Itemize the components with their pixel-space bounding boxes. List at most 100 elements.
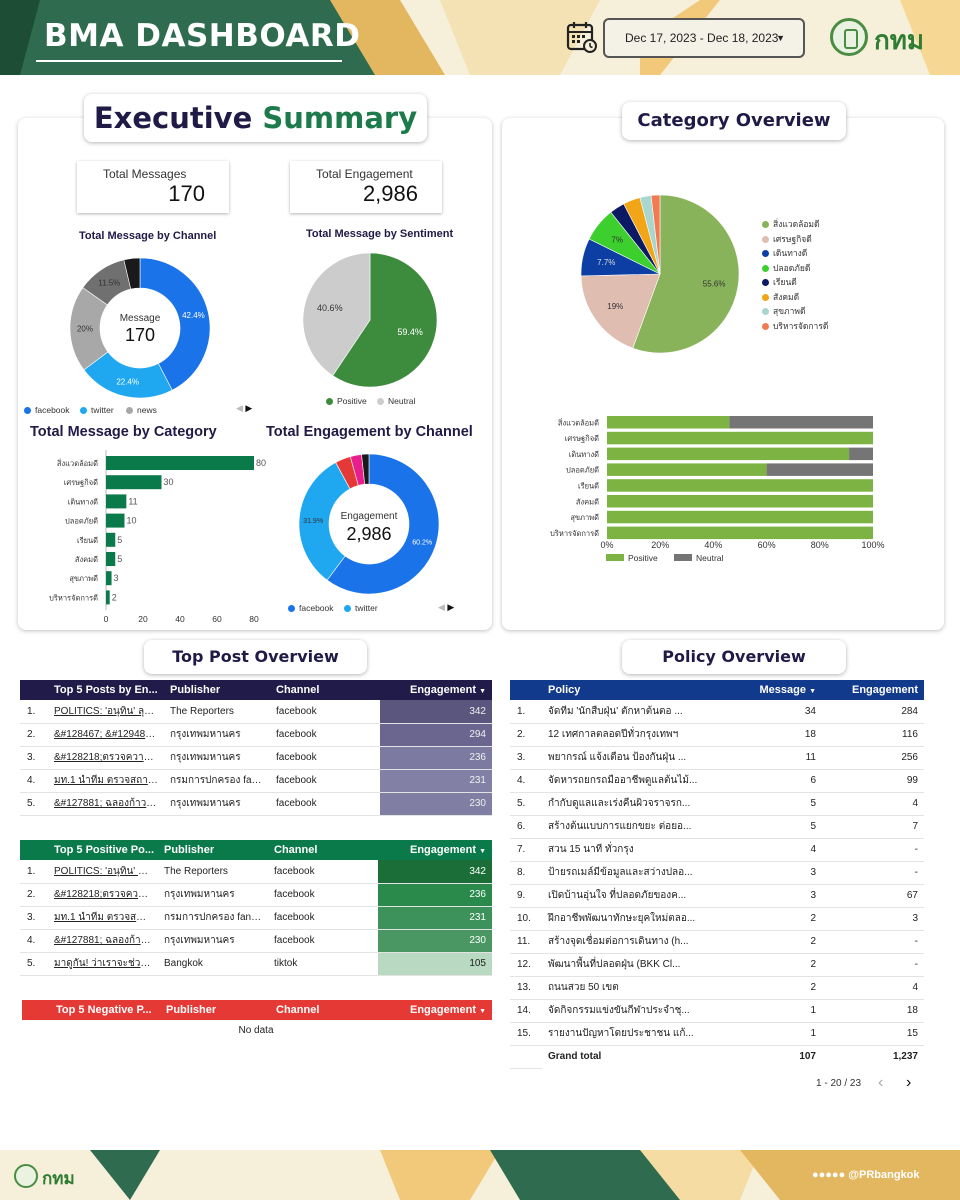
pager-next-icon[interactable]: ›: [906, 1074, 912, 1091]
table-row[interactable]: 7. สวน 15 นาที ทั่วกรุง 4-: [510, 838, 924, 862]
table-row[interactable]: 2. &#128467; &#129489... กรุงเทพมหานคร face…: [20, 723, 492, 747]
table-row[interactable]: 13. ถนนสวย 50 เขต 2 4: [510, 976, 924, 1000]
social-links[interactable]: ●●●●● @PRbangkok: [812, 1169, 920, 1181]
table-row[interactable]: 12. พัฒนาพื้นที่ปลอดฝุ่น (BKK Cl... 2-: [510, 953, 924, 977]
col-positive-publisher[interactable]: Publisher: [164, 844, 215, 856]
table-row[interactable]: 5. &#127881; ฉลองก้าวสู่... กรุงเทพมหานคร f…: [20, 792, 492, 816]
legend-eng-facebook[interactable]: facebook: [288, 603, 334, 613]
col-channel[interactable]: Channel: [276, 684, 320, 696]
cell-message: 3: [722, 884, 822, 908]
table-row[interactable]: 10. ฝึกอาชีพพัฒนาทักษะยุคใหม่ตลอ... 2 3: [510, 907, 924, 931]
table-row[interactable]: 2. &#128218;ตรวจความ... กรุงเทพมหานคร faceb…: [20, 883, 492, 907]
stack-segment: [607, 479, 873, 492]
slice-label: 40.6%: [317, 303, 343, 313]
legend-stack-neutral[interactable]: Neutral: [674, 553, 723, 563]
cell-post[interactable]: มท.1 นำทีม ตรวจสถานพร...: [48, 769, 164, 793]
legend-label: เศรษฐกิจดี: [773, 233, 812, 244]
legend-stack-positive[interactable]: Positive: [606, 553, 658, 563]
col-positive-channel[interactable]: Channel: [274, 844, 318, 856]
cell-post[interactable]: มท.1 นำทีม ตรวจสถานพ...: [48, 906, 158, 930]
col-policy[interactable]: Policy: [548, 684, 581, 696]
cell-post[interactable]: &#128467; &#129489...: [48, 723, 164, 747]
channel-chart-title: Total Message by Channel: [79, 230, 217, 242]
col-publisher[interactable]: Publisher: [170, 684, 221, 696]
col-negative-publisher[interactable]: Publisher: [166, 1004, 217, 1016]
x-tick-label: 60: [212, 614, 222, 624]
table-row[interactable]: 6. สร้างต้นแบบการแยกขยะ ต่อยอ... 5 7: [510, 815, 924, 839]
col-policy-engagement[interactable]: Engagement: [851, 684, 918, 696]
engagement-donut-chart: 60.2% 31.9% Engagement 2,986: [298, 453, 440, 595]
table-row[interactable]: 4. &#127881; ฉลองก้าวสู่... กรุงเทพมหานคร f…: [20, 929, 492, 953]
cell-post[interactable]: &#128218;ตรวจความ...: [48, 883, 158, 907]
col-negative-channel[interactable]: Channel: [276, 1004, 320, 1016]
legend-marker: [762, 221, 769, 228]
pager-prev-icon[interactable]: ‹: [878, 1074, 884, 1091]
negative-no-data: No data: [238, 1025, 274, 1036]
cell-message: 18: [722, 723, 822, 747]
table-row[interactable]: 3. พยากรณ์ แจ้งเตือน ป้องกันฝุ่น ... 11 256: [510, 746, 924, 770]
table-row[interactable]: 5.มาดูกัน! ว่าเราจะช่วยกันแ...Bangkoktik…: [20, 952, 492, 976]
table-row[interactable]: 3. &#128218;ตรวจความพร้... กรุงเทพมหานคร fa…: [20, 746, 492, 770]
category-legend-item[interactable]: เรียนดี: [762, 275, 797, 289]
table-row[interactable]: 9. เปิดบ้านอุ่นใจ ที่ปลอดภัยของค... 3 67: [510, 884, 924, 908]
col-positive-post[interactable]: Top 5 Positive Po...: [54, 844, 155, 856]
category-bar: [106, 571, 112, 586]
slice-label: 59.4%: [397, 327, 423, 337]
table-row[interactable]: 15. รายงานปัญหาโดยประชาชน แก้... 1 15: [510, 1022, 924, 1046]
cell-engagement: 256: [822, 746, 924, 770]
col-engagement[interactable]: Engagement ▼: [409, 684, 486, 696]
cell-post[interactable]: มาดูกัน! ว่าเราจะช่วยกันแ...: [48, 952, 158, 976]
category-legend-item[interactable]: ปลอดภัยดี: [762, 261, 810, 275]
caret-down-icon: ▼: [776, 33, 785, 43]
cell-publisher: The Reporters: [164, 700, 270, 724]
table-row[interactable]: 1.POLITICS: 'อนุทิน' ลุยตร...The Reporte…: [20, 860, 492, 884]
cell-publisher: กรุงเทพมหานคร: [164, 746, 270, 770]
cell-post[interactable]: POLITICS: 'อนุทิน' ลุยตรว...: [48, 700, 164, 724]
engagement-legend-pager[interactable]: ◀ ▶: [438, 602, 455, 612]
legend-twitter[interactable]: twitter: [80, 405, 114, 415]
cell-publisher: กรมการปกครอง fanpage: [158, 906, 268, 930]
cell-idx: 5.: [510, 792, 542, 816]
date-range-picker[interactable]: Dec 17, 2023 - Dec 18, 2023 ▼: [603, 18, 805, 58]
policy-grand-total-row: Grand total 107 1,237: [510, 1045, 924, 1069]
cell-idx: 9.: [510, 884, 542, 908]
x-tick-label: 80: [249, 614, 259, 624]
legend-facebook[interactable]: facebook: [24, 405, 70, 415]
category-legend-item[interactable]: เดินทางดี: [762, 246, 807, 260]
legend-news[interactable]: news: [126, 405, 157, 415]
legend-eng-twitter[interactable]: twitter: [344, 603, 378, 613]
table-row[interactable]: 14. จัดกิจกรรมแข่งขันกีฬาประจำชุ... 1 18: [510, 999, 924, 1023]
cell-post[interactable]: &#127881; ฉลองก้าวสู่...: [48, 929, 158, 953]
category-bar: [106, 590, 110, 605]
col-post[interactable]: Top 5 Posts by En...: [54, 684, 158, 696]
col-negative-engagement[interactable]: Engagement ▼: [409, 1004, 486, 1016]
table-row[interactable]: 1. จัดทีม 'นักสืบฝุ่น' ตักหาต้นตอ ... 34 28…: [510, 700, 924, 724]
table-row[interactable]: 4. มท.1 นำทีม ตรวจสถานพร... กรมการปกครอง f…: [20, 769, 492, 793]
category-legend-item[interactable]: เศรษฐกิจดี: [762, 232, 812, 246]
col-negative-post[interactable]: Top 5 Negative P...: [56, 1004, 152, 1016]
legend-neutral[interactable]: Neutral: [377, 396, 415, 406]
calendar-icon[interactable]: [566, 20, 598, 54]
cell-message: 2: [722, 953, 822, 977]
table-row[interactable]: 8. ป้ายรถเมล์มีข้อมูลและสว่างปลอ... 3-: [510, 861, 924, 885]
table-row[interactable]: 11. สร้างจุดเชื่อมต่อการเดินทาง (h... 2-: [510, 930, 924, 954]
table-row[interactable]: 1. POLITICS: 'อนุทิน' ลุยตรว... The Report…: [20, 700, 492, 724]
slice-label: 11.5%: [98, 278, 120, 287]
table-row[interactable]: 5. กำกับดูแลและเร่งคืนผิวจราจรก... 5 4: [510, 792, 924, 816]
cell-post[interactable]: &#128218;ตรวจความพร้...: [48, 746, 164, 770]
dashboard-title: BMA DASHBOARD: [44, 18, 361, 54]
cell-post[interactable]: POLITICS: 'อนุทิน' ลุยตร...: [48, 860, 158, 884]
table-row[interactable]: 3.มท.1 นำทีม ตรวจสถานพ...กรมการปกครอง fa…: [20, 906, 492, 930]
category-legend-item[interactable]: สุขภาพดี: [762, 304, 806, 318]
cell-post[interactable]: &#127881; ฉลองก้าวสู่...: [48, 792, 164, 816]
date-range-value: Dec 17, 2023 - Dec 18, 2023: [625, 31, 779, 45]
channel-legend-pager[interactable]: ◀ ▶: [236, 403, 253, 413]
category-legend-item[interactable]: สิ่งแวดล้อมดี: [762, 217, 820, 231]
category-legend-item[interactable]: บริหารจัดการดี: [762, 319, 828, 333]
legend-positive[interactable]: Positive: [326, 396, 367, 406]
col-message[interactable]: Message ▼: [759, 684, 816, 696]
table-row[interactable]: 4. จัดหารถยกรถมืออาชีพดูแลต้นไม้... 6 99: [510, 769, 924, 793]
table-row[interactable]: 2. 12 เทศกาลตลอดปีทั่วกรุงเทพฯ 18 116: [510, 723, 924, 747]
col-positive-engagement[interactable]: Engagement ▼: [409, 844, 486, 856]
category-legend-item[interactable]: สังคมดี: [762, 290, 799, 304]
